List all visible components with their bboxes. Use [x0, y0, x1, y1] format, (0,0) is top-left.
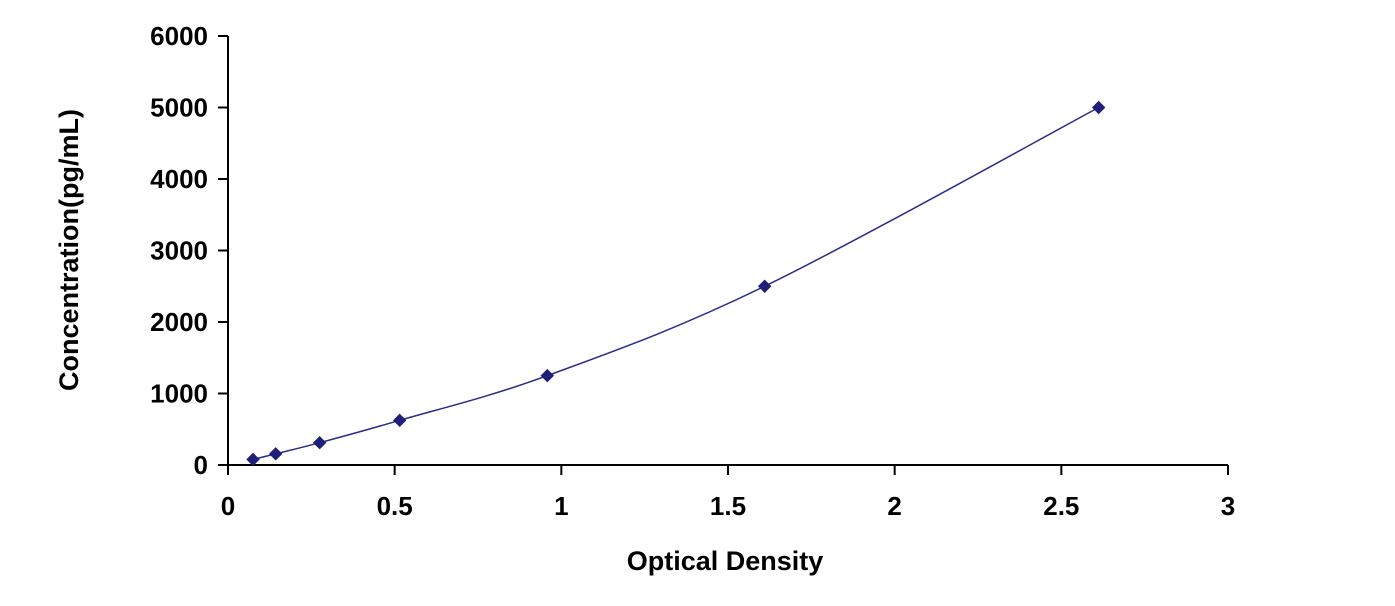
tick-labels: 0 1000 2000 3000 4000 5000 6000 0 0.5 1 1.5 2 2.5 3: [150, 21, 1235, 521]
axes: [218, 35, 1229, 475]
x-tick-label: 1.5: [710, 491, 746, 521]
y-axis-title: Concentration(pg/mL): [54, 109, 84, 391]
y-tick-label: 2000: [150, 307, 208, 337]
x-tick-label: 1: [554, 491, 568, 521]
data-points: [246, 100, 1106, 467]
x-tick-label: 3: [1221, 491, 1235, 521]
x-tick-label: 2: [887, 491, 901, 521]
trend-curve: [252, 106, 1100, 461]
y-tick-label: 6000: [150, 21, 208, 51]
data-point-marker: [757, 279, 772, 293]
x-tick-label: 0.5: [377, 491, 413, 521]
y-tick-label: 1000: [150, 379, 208, 409]
y-tick-label: 0: [194, 450, 208, 480]
series-curve: [252, 106, 1100, 461]
data-point-marker: [1091, 100, 1106, 115]
y-tick-label: 3000: [150, 236, 208, 266]
y-tick-label: 5000: [150, 93, 208, 123]
x-tick-label: 0: [221, 491, 235, 521]
data-point-marker: [540, 368, 555, 383]
y-tick-label: 4000: [150, 164, 208, 194]
x-axis-title: Optical Density: [627, 546, 824, 576]
data-point-marker: [392, 413, 407, 428]
x-tick-label: 2.5: [1043, 491, 1079, 521]
data-point-marker: [246, 452, 260, 467]
data-point-marker: [312, 435, 327, 450]
data-point-marker: [268, 447, 283, 461]
